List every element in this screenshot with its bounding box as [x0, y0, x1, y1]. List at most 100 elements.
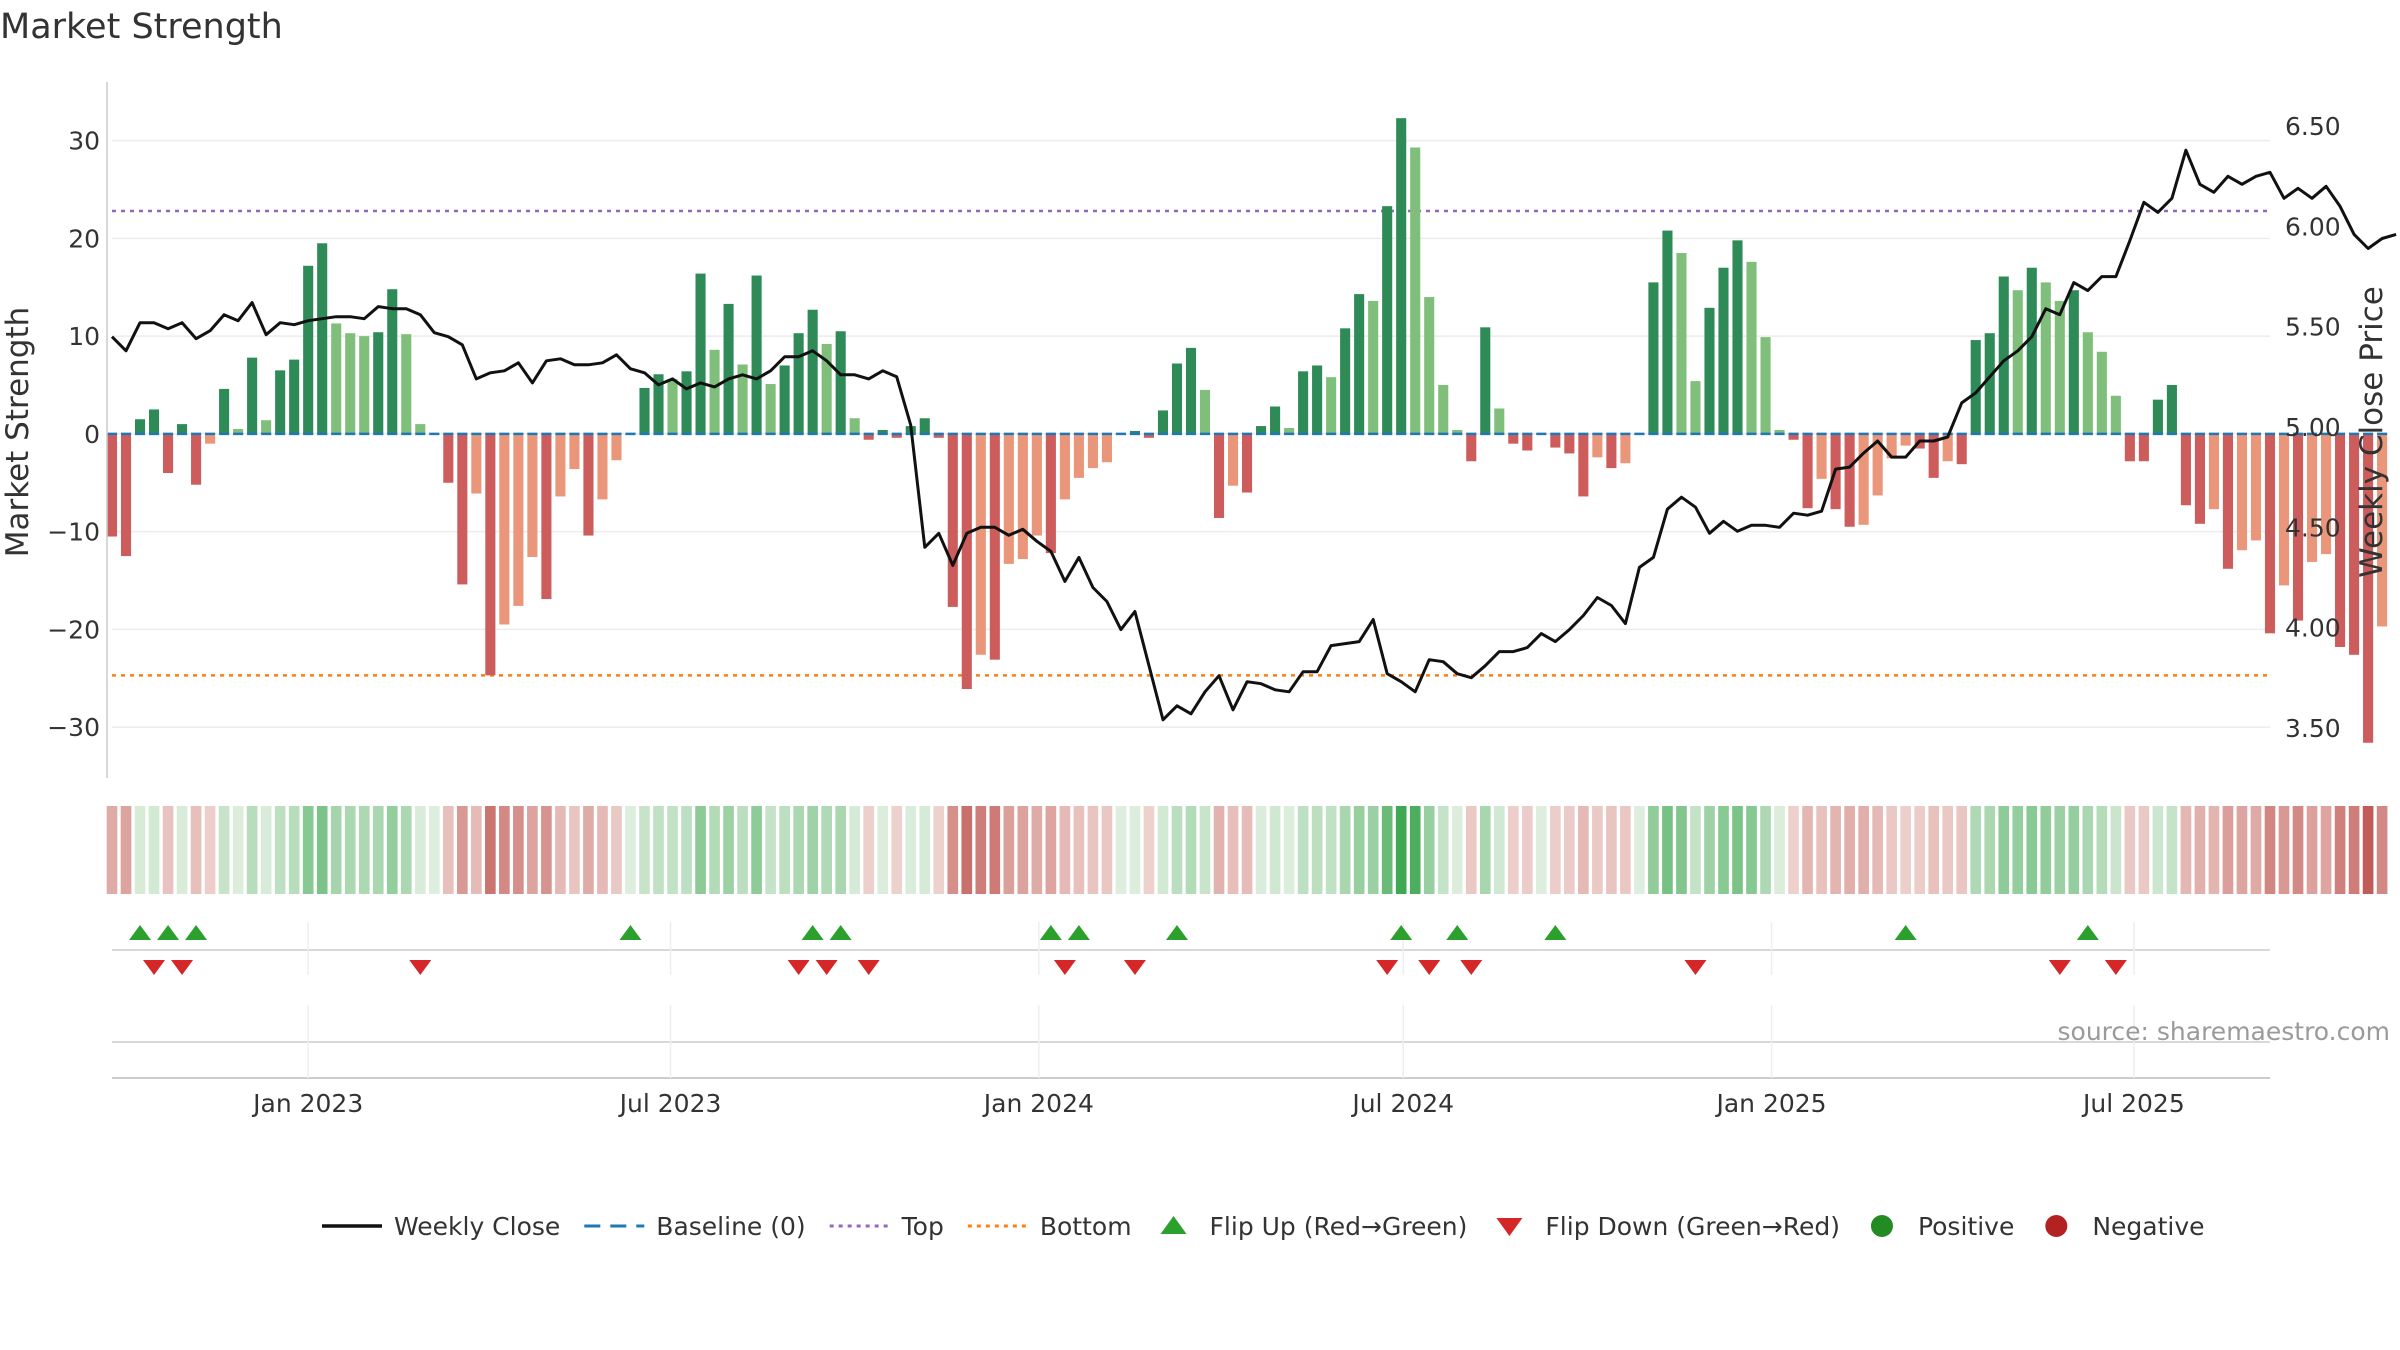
heat-cell: [2166, 806, 2178, 894]
strength-bar: [2124, 433, 2135, 462]
heat-cell: [2068, 806, 2080, 894]
heat-cell: [1886, 806, 1897, 894]
x-tick-label: Jan 2023: [251, 1089, 363, 1118]
heat-cell: [597, 806, 608, 894]
legend-item-5: Flip Down (Green→Red): [1496, 1212, 1840, 1241]
flip-up-marker: [1894, 925, 1917, 940]
heat-cell: [1550, 806, 1561, 894]
heat-cell: [1507, 806, 1519, 894]
heat-cell: [891, 806, 903, 894]
strength-bar: [1858, 433, 1869, 525]
strength-bar: [2278, 433, 2290, 586]
heat-cell: [1634, 806, 1645, 894]
strength-bar: [919, 418, 930, 434]
heat-cell: [1690, 806, 1701, 894]
strength-bar: [106, 433, 118, 537]
strength-bar: [667, 379, 678, 434]
strength-bar: [2377, 433, 2388, 627]
heat-cell: [961, 806, 973, 894]
heat-cell: [1325, 806, 1337, 894]
heat-cell: [190, 806, 202, 894]
heat-cell: [330, 806, 342, 894]
heat-cell: [2194, 806, 2206, 894]
flip-up-marker: [1544, 925, 1567, 940]
strength-bar: [1900, 433, 1911, 446]
heat-cell: [1213, 806, 1225, 894]
flip-down-marker: [2104, 960, 2127, 975]
strength-bar: [359, 336, 370, 434]
strength-bar: [485, 433, 496, 676]
strength-bar: [863, 433, 874, 440]
heat-cell: [1704, 806, 1715, 894]
strength-bar: [2335, 433, 2346, 647]
strength-bar: [1466, 433, 1477, 462]
strength-bar: [2040, 282, 2051, 434]
heat-cell: [218, 806, 230, 894]
strength-bar: [1017, 433, 1028, 560]
flip-up-marker: [185, 925, 208, 940]
heat-cell: [1662, 806, 1673, 894]
heat-cell: [1830, 806, 1841, 894]
legend-swatch: [1160, 1216, 1187, 1234]
heat-cell: [527, 806, 538, 894]
strength-bar: [1073, 433, 1084, 478]
strength-bar: [1227, 433, 1239, 486]
strength-bar: [261, 420, 272, 434]
heat-cell: [947, 806, 959, 894]
source-note: source: sharemaestro.com: [2058, 1017, 2391, 1046]
heat-cell: [2208, 806, 2220, 894]
strength-bar: [835, 331, 846, 434]
heat-cell: [1620, 806, 1631, 894]
strength-bar: [653, 374, 664, 434]
heat-cell: [1521, 806, 1533, 894]
strength-bar: [611, 433, 622, 461]
heat-cell: [1451, 806, 1463, 894]
legend-label: Flip Up (Red→Green): [1210, 1212, 1468, 1241]
left-tick-label: −30: [47, 713, 100, 742]
heat-cell: [877, 806, 889, 894]
strength-bars: [106, 118, 2388, 743]
heat-cell: [386, 806, 398, 894]
heat-cell: [681, 806, 692, 894]
strength-bar: [597, 433, 608, 500]
legend-item-4: Flip Up (Red→Green): [1160, 1212, 1468, 1241]
strength-bar: [2152, 399, 2163, 434]
strength-bar: [1213, 433, 1225, 518]
heat-cell: [1157, 806, 1169, 894]
heat-cell: [1592, 806, 1603, 894]
heat-cell: [863, 806, 875, 894]
heat-cell: [260, 806, 272, 894]
strength-bar: [2166, 385, 2177, 434]
heat-cell: [1311, 806, 1323, 894]
strength-bar: [345, 333, 356, 434]
heat-cell: [316, 806, 328, 894]
heat-cell: [442, 806, 454, 894]
x-axis: Jan 2023 Jul 2023 Jan 2024 Jul 2024 Jan 2025…: [112, 1005, 2270, 1118]
strength-bar: [2138, 433, 2149, 462]
heat-cell: [2124, 806, 2136, 894]
heat-cell: [611, 806, 622, 894]
strength-bar: [233, 429, 244, 434]
strength-bar: [1242, 433, 1253, 493]
strength-bar: [1732, 240, 1743, 434]
strength-bar: [891, 433, 902, 438]
strength-bar: [1704, 307, 1715, 434]
heat-cell: [246, 806, 258, 894]
strength-bar: [709, 349, 720, 434]
heat-cell: [1143, 806, 1155, 894]
strength-bar: [849, 418, 860, 434]
right-tick-label: 4.50: [2285, 513, 2341, 542]
strength-bar: [1508, 433, 1519, 444]
flip-down-marker: [1684, 960, 1707, 975]
heat-cell: [1760, 806, 1771, 894]
heat-cell: [1199, 806, 1211, 894]
heat-cell: [1788, 806, 1799, 894]
flip-down-marker: [2048, 960, 2071, 975]
flip-markers: [112, 922, 2270, 975]
heat-cell: [400, 806, 412, 894]
flip-down-marker: [857, 960, 880, 975]
legend-label: Top: [901, 1212, 944, 1241]
heat-cell: [751, 806, 762, 894]
strength-bar: [1760, 337, 1771, 434]
strength-bar: [1326, 377, 1337, 434]
